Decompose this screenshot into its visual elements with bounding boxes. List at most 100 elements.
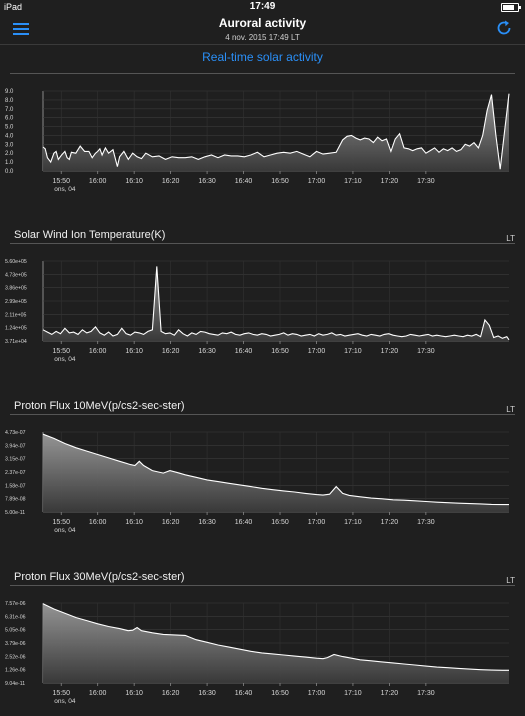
y-tick-label: 3.79e-06	[5, 641, 26, 647]
series-line	[43, 266, 509, 339]
y-tick-label: 5.00e-11	[5, 510, 25, 516]
navigation-bar: Auroral activity 4 nov. 2015 17:49 LT	[0, 14, 525, 45]
x-tick-label: 16:20	[162, 348, 180, 355]
series-area	[43, 94, 509, 171]
y-tick-label: 4.73e-07	[5, 430, 26, 436]
y-tick-label: 2.99e+05	[5, 299, 27, 305]
x-tick-label: 17:00	[308, 348, 326, 355]
x-tick-label: 17:10	[344, 690, 362, 697]
x-tick-label: 16:40	[235, 348, 253, 355]
x-tick-label: 16:30	[198, 690, 216, 697]
x-tick-label: 15:50	[52, 519, 70, 526]
x-tick-label: 16:20	[162, 519, 180, 526]
section-title-solar-activity: Real-time solar activity	[0, 50, 525, 64]
y-tick-label: 3.71e+04	[5, 339, 27, 345]
lt-label: LT	[506, 405, 515, 414]
series-area	[43, 266, 509, 341]
lt-label: LT	[506, 576, 515, 585]
section-divider	[10, 243, 515, 244]
y-tick-label: 9.0	[5, 89, 14, 95]
refresh-icon[interactable]	[495, 19, 513, 37]
x-tick-label: 17:10	[344, 519, 362, 526]
y-tick-label: 8.0	[5, 98, 14, 104]
x-tick-label: 17:20	[381, 690, 399, 697]
ion-temperature-chart: 5.60e+05 4.73e+05 3.86e+05 2.99e+05 2.11e+05…	[0, 254, 525, 374]
solar-activity-chart: 9.0 8.0 7.0 6.0 5.0 4.0 3.0 2.0 1.0 0.0 15:50 16:00…	[0, 84, 525, 204]
x-tick-label: 16:40	[235, 519, 253, 526]
x-tick-label: 16:00	[89, 178, 107, 185]
x-tick-label: 15:50	[52, 178, 70, 185]
x-tick-label: 15:50	[52, 690, 70, 697]
section-divider	[10, 73, 515, 74]
series-area	[43, 604, 509, 683]
y-tick-label: 5.60e+05	[5, 259, 27, 265]
x-tick-label: 16:50	[271, 348, 289, 355]
y-tick-label: 1.58e-07	[5, 483, 26, 489]
x-tick-label: 17:20	[381, 348, 399, 355]
x-tick-label: 16:30	[198, 519, 216, 526]
x-tick-label: 15:50	[52, 348, 70, 355]
y-tick-label: 9.04e-11	[5, 681, 25, 687]
section-title-proton-flux-30mev: Proton Flux 30MeV(p/cs2-sec-ster)	[14, 571, 185, 583]
section-divider	[10, 414, 515, 415]
x-tick-label: 17:10	[344, 348, 362, 355]
series-area	[43, 434, 509, 512]
x-tick-label: 17:00	[308, 690, 326, 697]
x-tick-label: 17:20	[381, 178, 399, 185]
x-tick-label: 16:10	[125, 178, 143, 185]
y-tick-label: 4.73e+05	[5, 272, 27, 278]
section-title-ion-temperature: Solar Wind Ion Temperature(K)	[14, 229, 165, 241]
x-tick-label: 16:40	[235, 690, 253, 697]
x-tick-label: 16:20	[162, 178, 180, 185]
x-tick-label: 16:20	[162, 690, 180, 697]
x-tick-label: 17:00	[308, 519, 326, 526]
x-tick-label: 17:30	[417, 519, 435, 526]
y-tick-label: 7.0	[5, 107, 14, 113]
x-tick-label: 17:20	[381, 519, 399, 526]
section-title-proton-flux-10mev: Proton Flux 10MeV(p/cs2-sec-ster)	[14, 400, 185, 412]
y-tick-label: 2.37e-07	[5, 470, 26, 476]
page-title: Auroral activity	[0, 16, 525, 30]
y-tick-label: 3.86e+05	[5, 286, 27, 292]
y-tick-label: 5.0	[5, 125, 14, 131]
x-tick-label: 17:30	[417, 178, 435, 185]
x-tick-label: 16:10	[125, 348, 143, 355]
y-tick-label: 0.0	[5, 169, 14, 175]
y-tick-label: 6.31e-06	[5, 614, 26, 620]
x-tick-label: 16:40	[235, 178, 253, 185]
y-tick-label: 3.94e-07	[5, 443, 26, 449]
x-tick-label: 17:10	[344, 178, 362, 185]
x-tick-label: 17:30	[417, 348, 435, 355]
y-tick-label: 2.11e+05	[5, 312, 27, 318]
y-tick-label: 2.52e-06	[5, 654, 26, 660]
y-tick-label: 2.0	[5, 151, 14, 157]
y-tick-label: 6.0	[5, 116, 14, 122]
status-bar: iPad 17:49	[0, 0, 525, 14]
y-tick-label: 3.0	[5, 142, 14, 148]
x-tick-label: 17:00	[308, 178, 326, 185]
proton-flux-30mev-chart: 7.57e-06 6.31e-06 5.05e-06 3.79e-06 2.52e-06…	[0, 596, 525, 716]
y-tick-label: 4.0	[5, 133, 14, 139]
x-tick-label: 16:00	[89, 348, 107, 355]
x-tick-label: 16:10	[125, 690, 143, 697]
x-axis-sublabel: ons, 04	[54, 186, 76, 193]
x-tick-label: 17:30	[417, 690, 435, 697]
x-tick-label: 16:30	[198, 348, 216, 355]
x-axis-sublabel: ons, 04	[54, 356, 76, 363]
x-tick-label: 16:30	[198, 178, 216, 185]
section-divider	[10, 585, 515, 586]
x-tick-label: 16:50	[271, 178, 289, 185]
y-tick-label: 7.57e-06	[5, 601, 26, 607]
x-tick-label: 16:50	[271, 690, 289, 697]
status-time: 17:49	[0, 1, 525, 12]
x-axis-sublabel: ons, 04	[54, 527, 76, 534]
lt-label: LT	[506, 234, 515, 243]
y-tick-label: 1.0	[5, 160, 14, 166]
y-tick-label: 3.15e-07	[5, 457, 26, 463]
x-tick-label: 16:50	[271, 519, 289, 526]
y-tick-label: 5.05e-06	[5, 628, 26, 634]
x-axis-sublabel: ons, 04	[54, 698, 76, 705]
x-tick-label: 16:00	[89, 519, 107, 526]
y-tick-label: 7.89e-08	[5, 497, 26, 503]
battery-icon	[501, 3, 519, 12]
